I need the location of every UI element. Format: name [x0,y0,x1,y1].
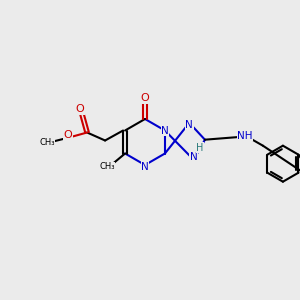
Text: CH₃: CH₃ [99,162,115,171]
Text: CH₃: CH₃ [39,138,55,147]
Text: NH: NH [237,131,253,141]
Text: N: N [141,162,149,172]
Text: O: O [141,93,149,103]
Text: O: O [76,104,85,115]
Text: N: N [190,152,198,162]
Text: H: H [196,143,203,153]
Text: N: N [185,120,193,130]
Text: O: O [64,130,73,140]
Text: N: N [161,125,169,136]
